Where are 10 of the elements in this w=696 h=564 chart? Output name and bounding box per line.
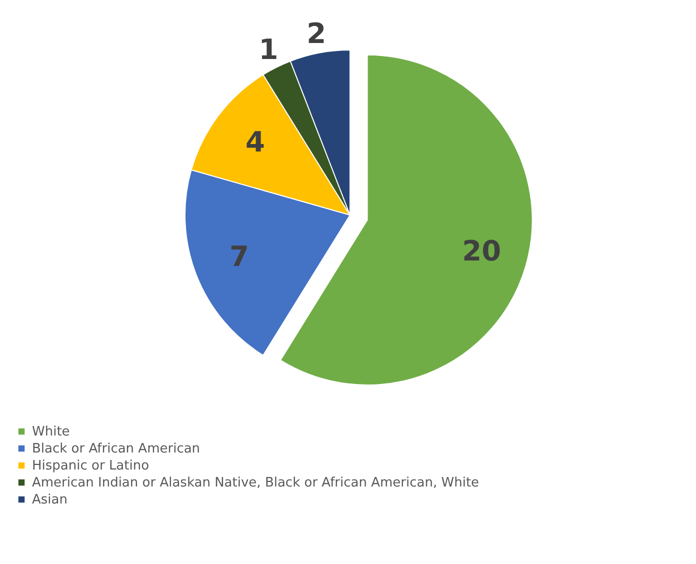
- data-label: 4: [245, 125, 265, 158]
- data-label: 7: [229, 240, 249, 273]
- data-label: 2: [306, 17, 326, 50]
- legend-label: Asian: [32, 492, 68, 508]
- legend-label: White: [32, 424, 70, 440]
- legend-label: Hispanic or Latino: [32, 458, 150, 474]
- legend-label: American Indian or Alaskan Native, Black or African American, White: [32, 476, 480, 490]
- data-label: 1: [258, 33, 278, 66]
- data-label: 20: [462, 234, 502, 268]
- legend-label: Black or African American: [32, 442, 200, 456]
